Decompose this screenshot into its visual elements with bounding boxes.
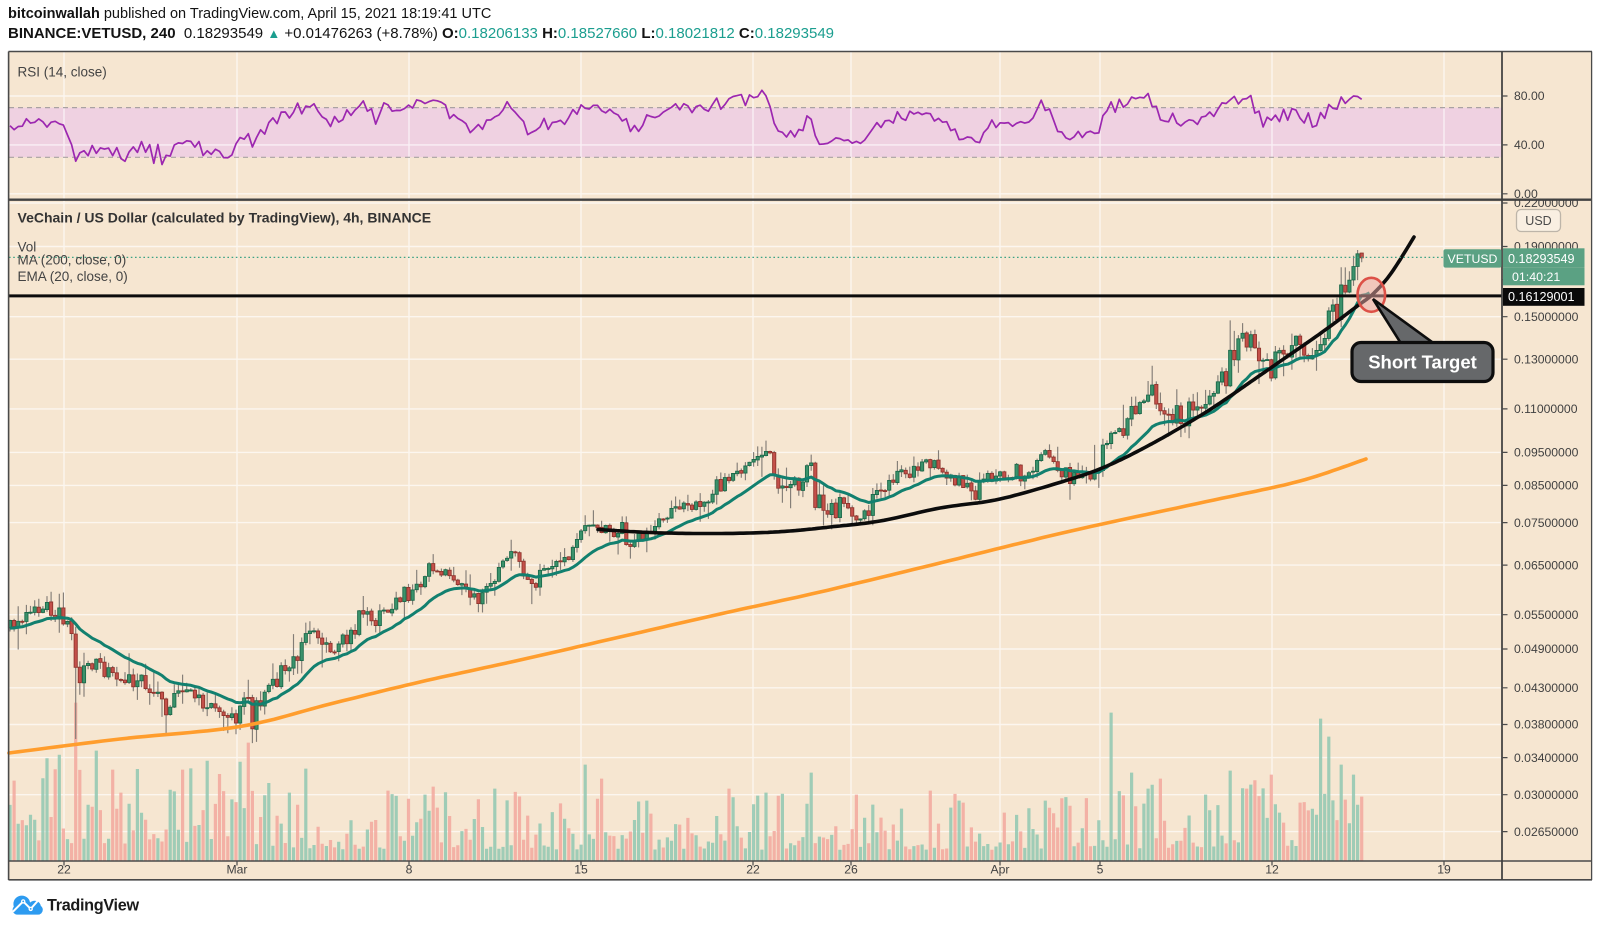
svg-text:12: 12 xyxy=(1265,863,1279,877)
svg-text:VeChain / US Dollar (calculate: VeChain / US Dollar (calculated by Tradi… xyxy=(18,210,432,226)
svg-text:0.00: 0.00 xyxy=(1514,187,1538,201)
svg-text:0.03800000: 0.03800000 xyxy=(1514,718,1579,732)
svg-text:0.02650000: 0.02650000 xyxy=(1514,825,1579,839)
svg-text:8: 8 xyxy=(406,863,413,877)
svg-text:Apr: Apr xyxy=(991,863,1010,877)
svg-text:0.11000000: 0.11000000 xyxy=(1514,402,1578,416)
svg-text:0.13000000: 0.13000000 xyxy=(1514,352,1579,366)
svg-text:01:40:21: 01:40:21 xyxy=(1512,270,1560,284)
svg-text:0.09500000: 0.09500000 xyxy=(1514,446,1579,460)
svg-text:19: 19 xyxy=(1437,863,1451,877)
svg-text:0.18293549: 0.18293549 xyxy=(1508,252,1575,266)
svg-text:5: 5 xyxy=(1097,863,1104,877)
svg-text:26: 26 xyxy=(844,863,858,877)
svg-text:22: 22 xyxy=(57,863,71,877)
svg-text:RSI (14, close): RSI (14, close) xyxy=(18,65,107,80)
svg-text:0.03400000: 0.03400000 xyxy=(1514,751,1579,765)
svg-text:EMA (20, close, 0): EMA (20, close, 0) xyxy=(18,269,128,284)
svg-text:0.03000000: 0.03000000 xyxy=(1514,788,1579,802)
svg-text:0.04900000: 0.04900000 xyxy=(1514,642,1579,656)
svg-text:0.15000000: 0.15000000 xyxy=(1514,310,1579,324)
svg-text:USD: USD xyxy=(1525,214,1551,228)
svg-text:0.16129001: 0.16129001 xyxy=(1508,290,1575,304)
svg-text:TradingView: TradingView xyxy=(47,896,139,914)
svg-text:0.08500000: 0.08500000 xyxy=(1514,479,1579,493)
svg-text:0.05500000: 0.05500000 xyxy=(1514,608,1579,622)
svg-text:15: 15 xyxy=(574,863,588,877)
svg-text:Mar: Mar xyxy=(227,863,248,877)
svg-text:Short Target: Short Target xyxy=(1368,352,1477,373)
svg-text:22: 22 xyxy=(746,863,760,877)
svg-text:80.00: 80.00 xyxy=(1514,89,1545,103)
svg-text:0.06500000: 0.06500000 xyxy=(1514,558,1579,572)
svg-text:0.22000000: 0.22000000 xyxy=(1514,196,1579,210)
svg-text:40.00: 40.00 xyxy=(1514,138,1545,152)
svg-text:0.04300000: 0.04300000 xyxy=(1514,681,1579,695)
svg-text:VETUSD: VETUSD xyxy=(1448,252,1498,266)
svg-text:0.07500000: 0.07500000 xyxy=(1514,516,1579,530)
svg-text:MA (200, close, 0): MA (200, close, 0) xyxy=(18,253,127,268)
svg-text:Vol: Vol xyxy=(18,240,37,255)
